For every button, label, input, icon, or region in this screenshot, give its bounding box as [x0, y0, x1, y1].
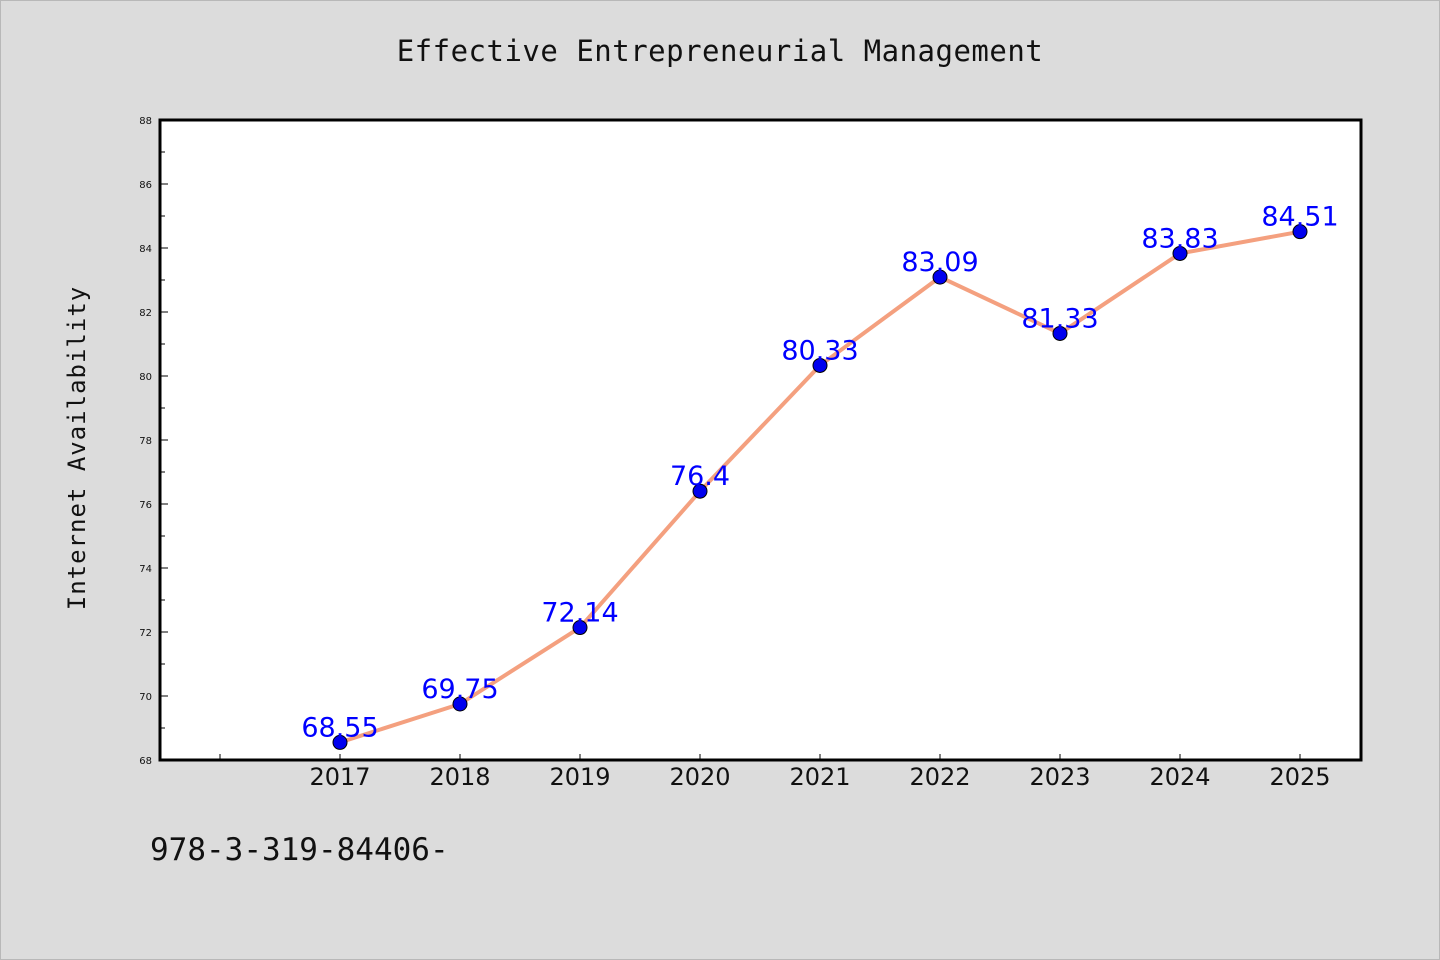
x-tick-label: 2018 — [429, 763, 490, 791]
data-label: 83.09 — [901, 247, 978, 278]
y-tick-label: 72 — [139, 628, 152, 639]
data-label: 68.55 — [301, 712, 378, 743]
x-tick-label: 2019 — [549, 763, 610, 791]
data-label: 80.33 — [781, 335, 858, 366]
y-tick-label: 78 — [139, 436, 152, 447]
x-tick-label: 2021 — [789, 763, 850, 791]
x-tick-label: 2024 — [1149, 763, 1210, 791]
y-tick-label: 68 — [139, 756, 152, 767]
x-tick-label: 2023 — [1029, 763, 1090, 791]
y-axis-label: Internet Availability — [63, 286, 91, 610]
data-point — [1052, 325, 1068, 341]
x-tick-label: 2022 — [909, 763, 970, 791]
data-point — [332, 734, 348, 750]
series-group: 68.55 69.75 72.14 76.4 80.33 83.09 81.33 83.83 8… — [301, 202, 1339, 750]
data-label: 83.83 — [1141, 223, 1218, 254]
data-point — [1292, 224, 1308, 240]
x-tick-label: 2025 — [1269, 763, 1330, 791]
data-label: 72.14 — [541, 598, 618, 629]
data-label: 69.75 — [421, 674, 498, 705]
x-tick-label: 2020 — [669, 763, 730, 791]
chart-title: Effective Entrepreneurial Management — [396, 34, 1044, 68]
data-point — [932, 269, 948, 285]
x-axis: 2017 2018 2019 2020 2021 2022 2023 2024 2025 — [219, 754, 1331, 791]
y-tick-label: 80 — [139, 372, 152, 383]
y-tick-label: 70 — [139, 692, 152, 703]
y-tick-label: 88 — [139, 116, 152, 127]
data-point — [1172, 245, 1188, 261]
data-point — [812, 357, 828, 373]
y-tick-label: 84 — [139, 244, 152, 255]
y-tick-label: 82 — [139, 308, 152, 319]
data-point — [452, 696, 468, 712]
plot-area — [158, 118, 1363, 762]
y-tick-label: 74 — [139, 564, 152, 575]
y-tick-label: 86 — [139, 180, 152, 191]
data-label: 84.51 — [1261, 202, 1338, 233]
data-point — [572, 620, 588, 636]
data-point — [692, 483, 708, 499]
footer-isbn-text: 978-3-319-84406- — [150, 832, 449, 868]
y-axis: 68 70 72 74 76 78 80 82 84 86 88 — [139, 116, 168, 767]
x-tick-label: 2017 — [309, 763, 370, 791]
data-label: 81.33 — [1021, 303, 1098, 334]
data-label: 76.4 — [670, 461, 730, 492]
y-tick-label: 76 — [139, 500, 152, 511]
